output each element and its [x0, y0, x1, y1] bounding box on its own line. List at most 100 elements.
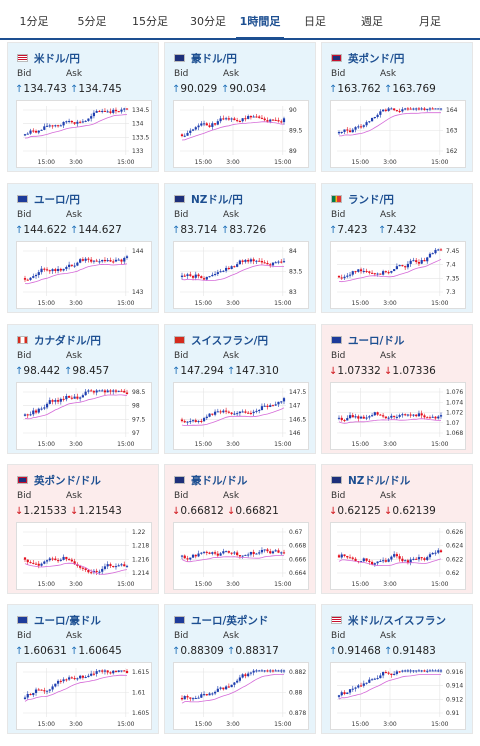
candle-body — [37, 272, 40, 275]
candle-body — [236, 552, 239, 556]
candle-body — [32, 562, 35, 564]
x-tick-label: 15:00 — [117, 159, 134, 166]
candle-body — [379, 675, 382, 679]
pair-name: ユーロ/円 — [34, 194, 80, 206]
pair-title[interactable]: 豪ドル/円 — [174, 51, 237, 65]
rate-card[interactable]: 英ポンド/ドル Bid Ask ↓1.21533 ↓1.21543 1.22 1.218 1.… — [7, 464, 159, 594]
pair-name: ユーロ/豪ドル — [34, 615, 101, 627]
pair-title[interactable]: 米ドル/スイスフラン — [331, 613, 446, 627]
candle-body — [277, 550, 280, 553]
pair-title[interactable]: NZドル/ドル — [331, 473, 410, 487]
candle-body — [431, 416, 434, 418]
candle-body — [390, 108, 393, 110]
rate-card[interactable]: カナダドル/円 Bid Ask ↑98.442 ↑98.457 98.5 98 97.5 97 1… — [7, 324, 159, 454]
tab-4[interactable]: 1時間足 — [232, 0, 288, 40]
price-chart[interactable]: 144 143 15:00 3:00 15:00 — [16, 241, 152, 309]
candle-body — [337, 275, 341, 278]
rate-card[interactable]: ユーロ/英ポンド Bid Ask ↑0.88309 ↑0.88317 0.882 0.88 0… — [164, 604, 316, 734]
x-tick-label: 15:00 — [195, 300, 212, 307]
rate-card[interactable]: ユーロ/ドル Bid Ask ↓1.07332 ↓1.07336 1.076 1.074 1.… — [321, 324, 473, 454]
candle-body — [191, 554, 195, 558]
candle-body — [233, 682, 236, 685]
rate-card[interactable]: ユーロ/円 Bid Ask ↑144.622 ↑144.627 144 143 15:00 3:… — [7, 183, 159, 313]
pair-title[interactable]: 米ドル/円 — [17, 51, 80, 65]
pair-title[interactable]: 英ポンド/円 — [331, 51, 404, 65]
tab-5[interactable]: 日足 — [304, 15, 326, 28]
rate-card[interactable]: 米ドル/円 Bid Ask ↑134.743 ↑134.745 134.5 134 133.5… — [7, 42, 159, 172]
tab-6[interactable]: 週足 — [361, 15, 383, 28]
rate-card[interactable]: NZドル/円 Bid Ask ↑83.714 ↑83.726 84 83.5 83 15:00 3… — [164, 183, 316, 313]
tab-3[interactable]: 30分足 — [190, 15, 226, 28]
candle-body — [274, 670, 277, 672]
pair-title[interactable]: スイスフラン/円 — [174, 333, 268, 347]
candle-body — [34, 689, 38, 694]
rate-card[interactable]: NZドル/ドル Bid Ask ↓0.62125 ↓0.62139 0.626 0.624 0… — [321, 464, 473, 594]
candle-body — [417, 108, 421, 110]
price-chart[interactable]: 0.67 0.668 0.666 0.664 15:00 3:00 15:00 — [173, 522, 309, 590]
pair-title[interactable]: ユーロ/ドル — [331, 333, 404, 347]
rate-card[interactable]: 米ドル/スイスフラン Bid Ask ↑0.91468 ↑0.91483 0.916 0.9… — [321, 604, 473, 734]
price-chart[interactable]: 164 163 162 15:00 3:00 15:00 — [330, 100, 466, 168]
candle-body — [354, 271, 357, 273]
down-arrow-icon: ↓ — [384, 366, 393, 377]
rate-card[interactable]: ランド/円 Bid Ask ↑7.423 ↑7.432 7.45 7.4 7.35 7.3 15:… — [321, 183, 473, 313]
candle-body — [255, 410, 258, 412]
price-chart[interactable]: 7.45 7.4 7.35 7.3 15:00 3:00 15:00 — [330, 241, 466, 309]
tab-7[interactable]: 月足 — [419, 15, 441, 28]
price-chart[interactable]: 1.615 1.61 1.605 15:00 3:00 15:00 — [16, 662, 152, 730]
eu-flag-icon — [17, 195, 28, 203]
price-chart[interactable]: 98.5 98 97.5 97 15:00 3:00 15:00 — [16, 382, 152, 450]
tab-2[interactable]: 15分足 — [132, 15, 168, 28]
pair-title[interactable]: 豪ドル/ドル — [174, 473, 247, 487]
rate-card[interactable]: 豪ドル/円 Bid Ask ↑90.029 ↑90.034 90 89.5 89 15:00 3:… — [164, 42, 316, 172]
moving-average-line — [181, 674, 284, 704]
tab-1[interactable]: 5分足 — [77, 15, 107, 28]
candle-body — [45, 560, 49, 562]
price-chart[interactable]: 0.916 0.914 0.912 0.91 15:00 3:00 15:00 — [330, 662, 466, 730]
eu-flag-icon — [174, 616, 185, 624]
pair-title[interactable]: ユーロ/英ポンド — [174, 613, 268, 627]
candle-body — [346, 129, 349, 131]
bid-value: ↑0.88309 — [172, 645, 224, 657]
pair-title[interactable]: カナダドル/円 — [17, 333, 101, 347]
bid-label: Bid — [174, 351, 189, 361]
price-chart[interactable]: 0.626 0.624 0.622 0.62 15:00 3:00 15:00 — [330, 522, 466, 590]
price-chart[interactable]: 90 89.5 89 15:00 3:00 15:00 — [173, 100, 309, 168]
price-chart[interactable]: 84 83.5 83 15:00 3:00 15:00 — [173, 241, 309, 309]
price-chart[interactable]: 147.5 147 146.5 146 15:00 3:00 15:00 — [173, 382, 309, 450]
rate-card[interactable]: ユーロ/豪ドル Bid Ask ↑1.60631 ↑1.60645 1.615 1.61 1.… — [7, 604, 159, 734]
pair-title[interactable]: ユーロ/円 — [17, 192, 80, 206]
candle-body — [101, 670, 104, 672]
rate-card[interactable]: 豪ドル/ドル Bid Ask ↓0.66812 ↓0.66821 0.67 0.668 0.6… — [164, 464, 316, 594]
tab-0[interactable]: 1分足 — [19, 15, 49, 28]
candle-body — [56, 560, 60, 562]
pair-title[interactable]: ユーロ/豪ドル — [17, 613, 101, 627]
y-tick-label: 97 — [132, 430, 140, 437]
x-tick-label: 15:00 — [352, 581, 369, 588]
candle-body — [249, 259, 253, 262]
y-tick-label: 146.5 — [289, 416, 306, 423]
candle-body — [76, 678, 79, 680]
rate-card[interactable]: 英ポンド/円 Bid Ask ↑163.762 ↑163.769 164 163 162 15:… — [321, 42, 473, 172]
pair-title[interactable]: ランド/円 — [331, 192, 394, 206]
candle-body — [266, 120, 269, 122]
rate-card[interactable]: スイスフラン/円 Bid Ask ↑147.294 ↑147.310 147.5 147 14… — [164, 324, 316, 454]
price-chart[interactable]: 1.076 1.074 1.072 1.07 1.068 15:00 3:00 15:00 — [330, 382, 466, 450]
moving-average-line — [24, 674, 128, 702]
candle-body — [117, 111, 120, 113]
pair-title[interactable]: 英ポンド/ドル — [17, 473, 101, 487]
price-chart[interactable]: 1.22 1.218 1.216 1.214 15:00 3:00 15:00 — [16, 522, 152, 590]
price-chart[interactable]: 0.882 0.88 0.878 15:00 3:00 15:00 — [173, 662, 309, 730]
pair-title[interactable]: NZドル/円 — [174, 192, 243, 206]
up-arrow-icon: ↑ — [329, 84, 338, 95]
candle-body — [117, 565, 120, 567]
candle-body — [393, 108, 396, 111]
candle-body — [79, 121, 82, 123]
candle-body — [103, 390, 107, 393]
price-chart[interactable]: 134.5 134 133.5 133 15:00 3:00 15:00 — [16, 100, 152, 168]
x-tick-label: 15:00 — [431, 159, 448, 166]
candle-body — [51, 269, 54, 272]
candle-body — [76, 262, 79, 266]
candle-body — [263, 118, 266, 121]
candle-body — [359, 269, 363, 272]
